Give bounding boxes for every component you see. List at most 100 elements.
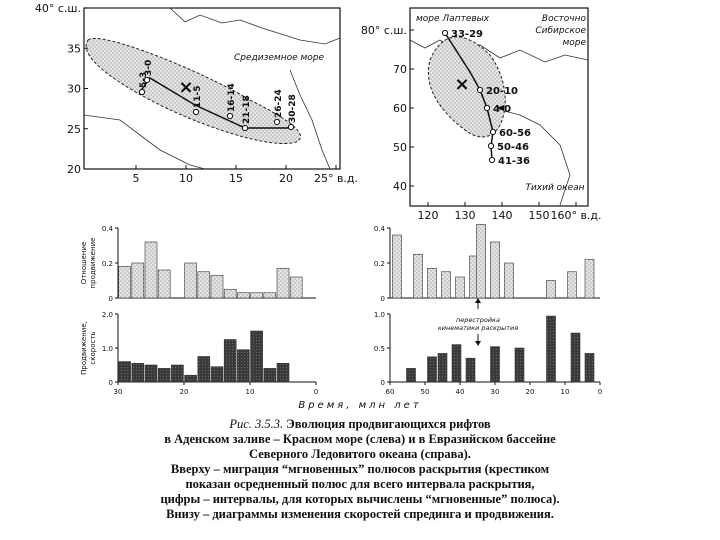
caption-body-line-3: цифры – интервалы, для которых вычислены… (160, 492, 560, 506)
bar (210, 366, 224, 383)
x-tick-label: 20 (526, 388, 535, 396)
bar (490, 346, 500, 383)
bar (546, 315, 556, 383)
right-pole-ellipse (427, 36, 506, 138)
x-tick-label: 30 (114, 388, 123, 396)
bar (567, 271, 577, 299)
caption-title-line-1: Эволюция продвигающихся рифтов (286, 417, 491, 431)
bar (276, 267, 290, 299)
pole-label: 30-28 (288, 94, 298, 123)
x-tick-label: 40 (456, 388, 465, 396)
bar (427, 356, 437, 383)
bar (392, 234, 402, 299)
map-x-tick-label: 10 (179, 172, 193, 185)
x-tick-label: 60 (386, 388, 395, 396)
map-x-tick-label: 120 (418, 209, 439, 222)
caption-body-line-4: Внизу – диаграммы изменения скоростей сп… (166, 507, 554, 521)
bar (570, 332, 581, 383)
caption-title-line-2: в Аденском заливе – Красном море (слева)… (164, 432, 556, 446)
x-tick-label: 30 (491, 388, 500, 396)
map-x-tick-label: 5 (133, 172, 140, 185)
bar (263, 368, 277, 383)
bar (427, 267, 437, 299)
map-x-tick-label: 150 (529, 209, 550, 222)
map-y-tick-label: 20 (67, 163, 81, 176)
bar (514, 347, 525, 383)
bar (197, 356, 211, 383)
bar (237, 349, 250, 383)
pole-marker (476, 86, 484, 94)
bar (250, 330, 263, 383)
right-track-arrowhead (497, 105, 504, 111)
map-y-tick-label: 70 (393, 63, 407, 76)
annotation-arrowhead-down (475, 341, 481, 346)
right-map-coastline-east (499, 109, 571, 206)
pole-label: 41-36 (498, 156, 530, 167)
bar (451, 344, 462, 383)
pole-marker (488, 156, 496, 164)
bar (237, 292, 250, 299)
map-y-tick-label: 40° с.ш. (35, 2, 81, 15)
left-mean-pole-cross: × (178, 77, 193, 98)
pole-marker (241, 124, 249, 132)
y-tick-label: 0.4 (374, 225, 386, 233)
bar (157, 269, 171, 299)
pole-label: 20-10 (486, 86, 518, 97)
pole-label: 21-18 (242, 95, 252, 124)
map-y-tick-label: 60 (393, 102, 407, 115)
map-y-tick-label: 80° с.ш. (361, 24, 407, 37)
caption-label: Рис. 3.5.3. (229, 417, 284, 431)
y-axis-label: скорость (89, 331, 97, 364)
bar (441, 271, 451, 299)
right-mean-pole-cross: × (454, 74, 469, 95)
bar (144, 364, 158, 383)
bar (131, 362, 145, 383)
left-sea-label: Средиземное море (234, 53, 325, 63)
right-esib-label-1: Восточно (542, 14, 587, 24)
bar (210, 274, 224, 299)
chart-right-top: 0.4 0.2 0 (374, 224, 600, 303)
right-pacific-label: Тихий океан (525, 183, 584, 193)
x-tick-label: 10 (246, 388, 255, 396)
y-tick-label: 0.5 (374, 345, 385, 353)
bar (584, 259, 595, 299)
x-tick-label: 20 (180, 388, 189, 396)
bar (455, 276, 465, 299)
annotation-line-2: кинематики раскрытия (438, 324, 518, 332)
pole-marker (287, 123, 295, 131)
bar (476, 224, 486, 299)
y-tick-label: 1.0 (374, 311, 385, 319)
left-map-coastline-south (83, 114, 206, 170)
y-tick-label: 0 (109, 295, 113, 303)
bar (157, 368, 171, 383)
bar (131, 262, 145, 299)
map-y-tick-label: 40 (393, 180, 407, 193)
pole-label: 60-56 (499, 128, 531, 139)
y-axis-label: продвижение (89, 238, 97, 289)
y-tick-label: 2.0 (102, 311, 113, 319)
bar (504, 262, 514, 299)
pole-label: 4-0 (493, 104, 511, 115)
pole-marker (143, 76, 151, 84)
bar (276, 362, 290, 383)
pole-label: 11-5 (193, 85, 203, 108)
y-tick-label: 0 (109, 379, 113, 387)
bar (289, 276, 303, 299)
pole-marker (273, 118, 281, 126)
pole-marker (489, 128, 497, 136)
pole-label: 50-46 (497, 142, 529, 153)
bar (263, 292, 277, 299)
y-tick-label: 0.2 (102, 260, 113, 268)
right-esib-label-3: море (562, 38, 586, 48)
pole-label: 3-0 (144, 60, 154, 76)
map-x-tick-label: 160° в.д. (550, 209, 601, 222)
left-pole-ellipse (85, 38, 301, 144)
y-tick-label: 1.0 (102, 345, 113, 353)
map-x-tick-label: 25° в.д. (314, 172, 358, 185)
bar (437, 353, 448, 383)
map-y-tick-label: 35 (67, 42, 81, 55)
pole-marker (192, 108, 200, 116)
